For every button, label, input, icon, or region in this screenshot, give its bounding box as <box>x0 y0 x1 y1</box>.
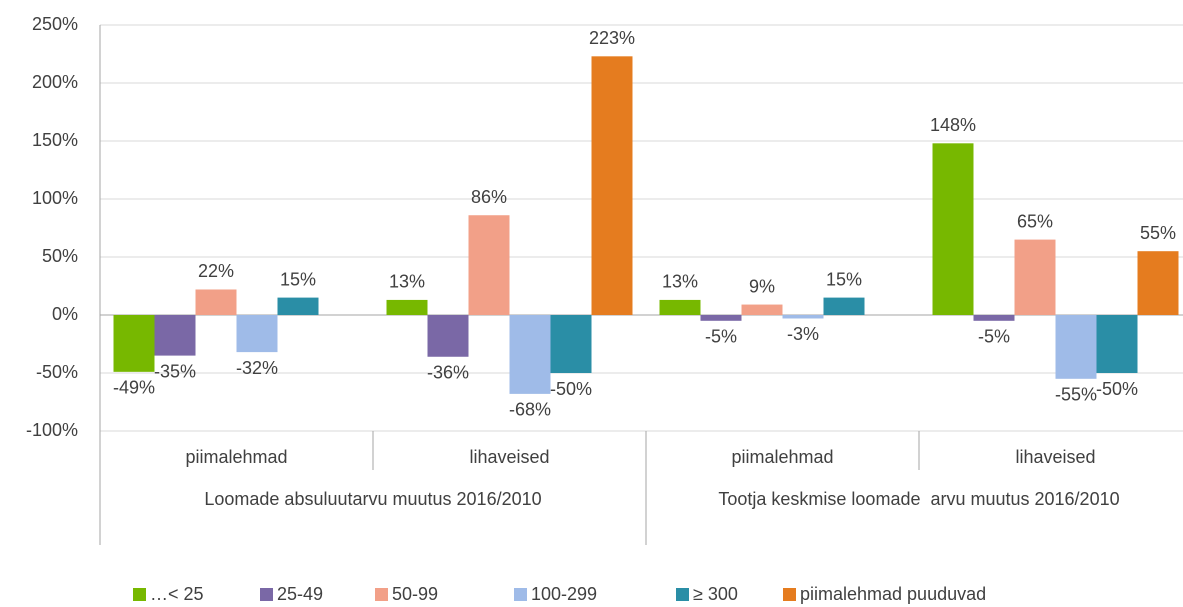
bar <box>741 304 783 315</box>
x-tick-label: lihaveised <box>469 447 549 467</box>
bar <box>509 315 551 394</box>
legend-label: 100-299 <box>531 584 597 604</box>
legend-label: piimalehmad puuduvad <box>800 584 986 604</box>
legend-label: ≥ 300 <box>693 584 738 604</box>
bar <box>1137 251 1179 315</box>
legend-swatch <box>676 588 689 601</box>
bar <box>1014 239 1056 315</box>
data-label: -32% <box>236 358 278 378</box>
data-label: -35% <box>154 361 196 381</box>
data-label: -36% <box>427 363 469 383</box>
y-tick-label: 200% <box>32 72 78 92</box>
y-tick-label: 250% <box>32 14 78 34</box>
data-label: -68% <box>509 400 551 420</box>
bar <box>154 315 196 356</box>
legend-swatch <box>783 588 796 601</box>
data-label: 15% <box>280 269 316 289</box>
legend-swatch <box>514 588 527 601</box>
data-label: 22% <box>198 261 234 281</box>
data-label: -50% <box>550 379 592 399</box>
bar <box>932 143 974 315</box>
x-tick-label: piimalehmad <box>185 447 287 467</box>
y-tick-label: 50% <box>42 246 78 266</box>
group-label: Loomade absuluutarvu muutus 2016/2010 <box>204 489 542 509</box>
bar <box>550 315 592 373</box>
y-tick-label: 150% <box>32 130 78 150</box>
data-label: 86% <box>471 187 507 207</box>
y-tick-label: 0% <box>52 304 78 324</box>
legend-swatch <box>375 588 388 601</box>
legend-swatch <box>260 588 273 601</box>
bar <box>782 315 824 319</box>
data-label: 65% <box>1017 211 1053 231</box>
bar <box>468 215 510 315</box>
bar <box>427 315 469 357</box>
legend-swatch <box>133 588 146 601</box>
data-label: 148% <box>930 115 976 135</box>
data-label: 13% <box>662 272 698 292</box>
bar <box>1096 315 1138 373</box>
y-tick-label: 100% <box>32 188 78 208</box>
data-label: -49% <box>113 378 155 398</box>
data-label: 55% <box>1140 223 1176 243</box>
data-label: -55% <box>1055 385 1097 405</box>
legend-label: …< 25 <box>150 584 204 604</box>
bar <box>823 297 865 315</box>
data-label: 15% <box>826 269 862 289</box>
bar <box>113 315 155 372</box>
data-label: 9% <box>749 276 775 296</box>
bar <box>700 315 742 321</box>
x-tick-label: lihaveised <box>1015 447 1095 467</box>
bar <box>386 299 428 315</box>
data-label: 223% <box>589 28 635 48</box>
group-label: Tootja keskmise loomade arvu muutus 2016… <box>718 489 1120 509</box>
bar <box>277 297 319 315</box>
bar <box>973 315 1015 321</box>
y-tick-label: -50% <box>36 362 78 382</box>
y-tick-label: -100% <box>26 420 78 440</box>
data-label: -3% <box>787 324 819 344</box>
data-label: -5% <box>705 327 737 347</box>
data-label: -50% <box>1096 379 1138 399</box>
legend-label: 50-99 <box>392 584 438 604</box>
bar <box>659 299 701 315</box>
bar <box>236 315 278 353</box>
data-label: 13% <box>389 272 425 292</box>
x-tick-label: piimalehmad <box>731 447 833 467</box>
legend-label: 25-49 <box>277 584 323 604</box>
bar <box>1055 315 1097 379</box>
data-label: -5% <box>978 327 1010 347</box>
bar <box>591 56 633 315</box>
bar <box>195 289 237 315</box>
